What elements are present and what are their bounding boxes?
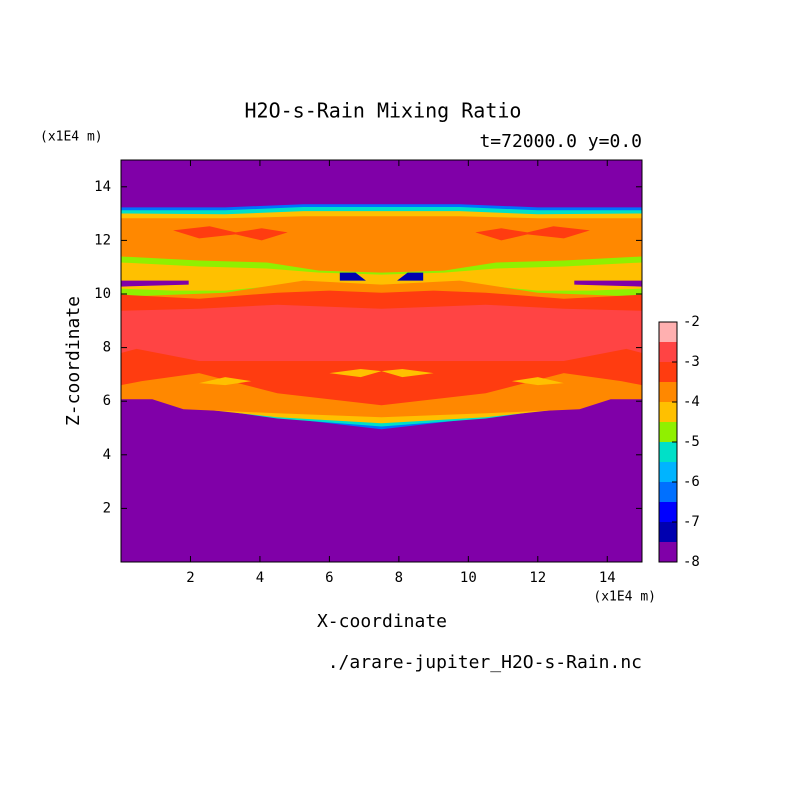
contour-band [574,280,642,287]
y-tick-label: 2 [103,500,111,516]
contour-band [511,377,564,386]
contour-band [329,369,382,378]
x-axis-label: X-coordinate [317,611,447,632]
y-tick-label: 4 [103,447,111,463]
colorbar-band [659,362,677,382]
colorbar-tick-label: -4 [683,394,700,410]
plot-frame [120,159,643,563]
y-axis-label: Z-coordinate [63,296,84,426]
contour-band [121,280,189,287]
contour-band [475,226,590,241]
colorbar-tick-label: -6 [683,474,700,490]
colorbar-band [659,322,677,342]
contour-band [121,304,642,361]
chart-title: H2O-s-Rain Mixing Ratio [245,99,522,123]
x-tick-label: 6 [325,570,333,586]
colorbar-band [659,402,677,422]
colorbar-band [659,522,677,542]
contour-band [381,369,434,378]
y-tick-label: 6 [103,393,111,409]
colorbar-band [659,442,677,462]
contour-band [199,377,252,386]
colorbar-tick-label: -3 [683,354,700,370]
footer: ./arare-jupiter_H2O-s-Rain.nc [328,652,642,673]
colorbar-band [659,382,677,402]
x-tick-label: 12 [529,570,546,586]
colorbar-band [659,482,677,502]
x-tick-label: 4 [256,570,264,586]
y-tick-label: 8 [103,340,111,356]
colorbar-band [659,502,677,522]
x-tick-label: 14 [599,570,616,586]
colorbar-band [659,422,677,442]
x-tick-label: 2 [186,570,194,586]
colorbar-tick-label: -7 [683,514,700,530]
contour-band [121,262,642,291]
y-tick-label: 14 [94,179,111,195]
colorbar-tick-label: -5 [683,434,700,450]
x-tick-label: 10 [460,570,477,586]
colorbar-band [659,342,677,362]
y-tick-label: 12 [94,232,111,248]
colorbar-band [659,542,677,562]
y-unit: (x1E4 m) [40,130,103,145]
colorbar-tick-label: -8 [683,554,700,570]
colorbar-band [659,462,677,482]
subtitle: t=72000.0 y=0.0 [479,131,642,152]
x-unit: (x1E4 m) [593,590,656,605]
colorbar-tick-label: -2 [683,314,700,330]
contour-band [397,272,424,281]
y-tick-label: 10 [94,286,111,302]
contour-band [339,272,366,281]
contour-band [173,226,288,241]
x-tick-label: 8 [395,570,403,586]
